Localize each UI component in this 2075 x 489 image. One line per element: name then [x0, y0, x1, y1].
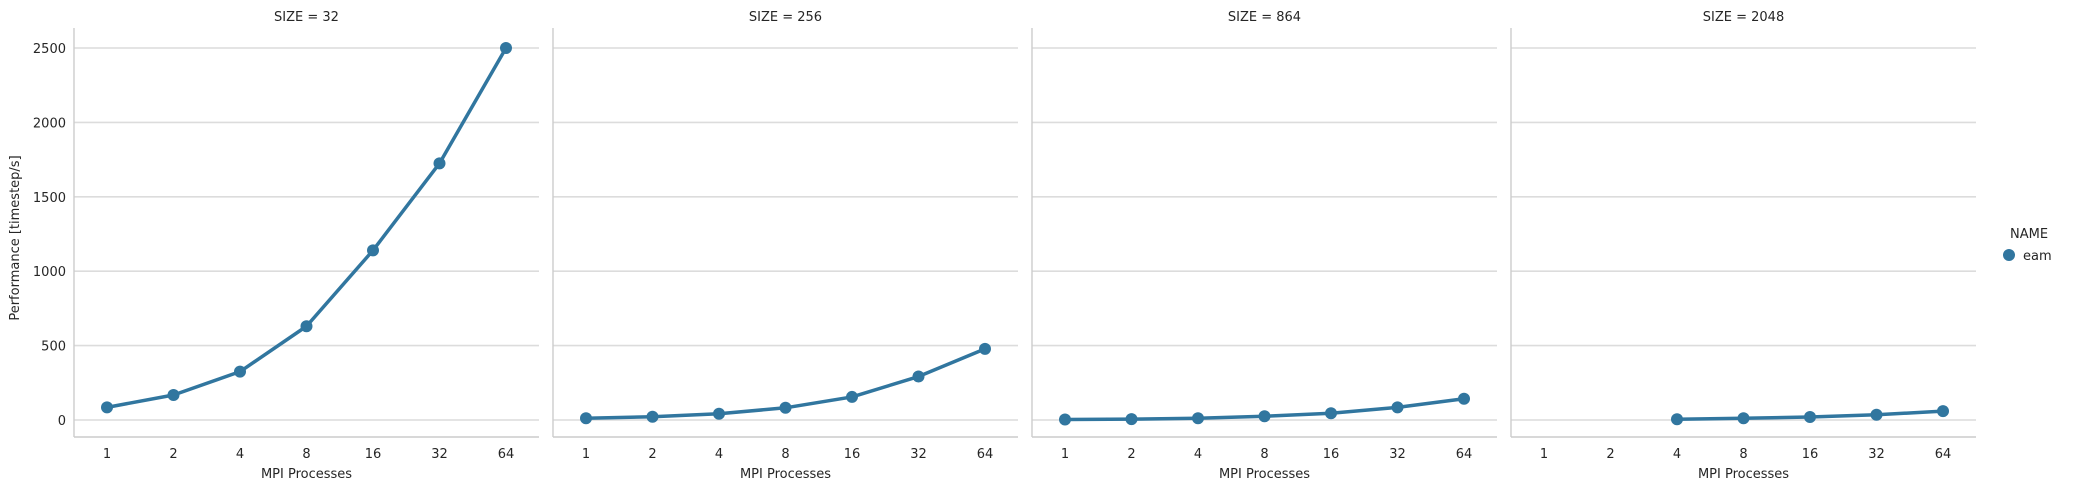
data-point [367, 244, 379, 257]
data-point [234, 365, 246, 378]
data-point [1059, 413, 1071, 426]
data-point [846, 390, 858, 403]
panel-3: SIZE = 864 1 2 4 8 16 32 64 MPI Processes [1031, 10, 1497, 482]
x-tick-label: 32 [431, 447, 448, 462]
legend-title: NAME [2010, 227, 2048, 242]
data-point [1804, 411, 1816, 424]
x-tick-label: 64 [977, 447, 994, 462]
data-point [1870, 408, 1883, 421]
data-point [1458, 392, 1470, 405]
data-point [580, 412, 592, 425]
data-point [1671, 413, 1683, 426]
data-point [300, 320, 313, 333]
x-tick-label: 16 [365, 447, 382, 462]
x-tick-label: 16 [844, 447, 861, 462]
x-axis-label: MPI Processes [1698, 467, 1789, 482]
y-tick-label: 1500 [33, 191, 66, 206]
x-tick-label: 64 [1456, 447, 1473, 462]
x-tick-label: 16 [1323, 447, 1340, 462]
panel-title: SIZE = 256 [749, 10, 822, 25]
data-point [500, 42, 512, 54]
x-tick-label: 4 [1194, 447, 1202, 462]
data-point [979, 342, 991, 355]
panel-4: SIZE = 2048 1 2 4 8 16 32 64 MPI Processes [1510, 10, 1976, 482]
series-line-eam [106, 47, 508, 410]
panel-title: SIZE = 864 [1228, 10, 1301, 25]
data-point [1391, 401, 1404, 414]
y-tick-label: 1000 [33, 265, 66, 280]
x-tick-label: 32 [1389, 447, 1406, 462]
data-point [1325, 407, 1337, 420]
data-point [1125, 413, 1138, 426]
legend-entry-eam: eam [2023, 249, 2052, 264]
data-point [646, 410, 659, 423]
x-tick-label: 8 [1739, 447, 1747, 462]
data-point [713, 407, 725, 420]
legend: NAME eam [2003, 227, 2052, 264]
x-tick-label: 8 [302, 447, 310, 462]
x-tick-label: 32 [910, 447, 927, 462]
x-tick-label: 2 [1606, 447, 1614, 462]
panel-1: 0 500 1000 1500 2000 2500 SIZE = 32 1 2 4 8 16 32 64 M… [33, 10, 539, 482]
x-axis-label: MPI Processes [740, 467, 831, 482]
y-axis-label: Performance [timestep/s] [8, 155, 23, 320]
chart-panels: 0 500 1000 1500 2000 2500 SIZE = 32 1 2 4 8 16 32 64 M… [33, 10, 1976, 482]
data-point [912, 370, 925, 383]
x-tick-label: 64 [498, 447, 515, 462]
data-point [1192, 412, 1204, 425]
y-tick-label: 0 [58, 414, 66, 429]
x-axis-label: MPI Processes [1219, 467, 1310, 482]
panel-2: SIZE = 256 1 2 4 8 16 32 64 MPI Processes [552, 10, 1018, 482]
x-tick-label: 8 [1260, 447, 1268, 462]
x-axis-label: MPI Processes [261, 467, 352, 482]
data-point [101, 401, 113, 414]
x-tick-label: 2 [1127, 447, 1135, 462]
panel-title: SIZE = 2048 [1703, 10, 1784, 25]
x-tick-label: 1 [1540, 447, 1548, 462]
data-point [167, 389, 180, 402]
x-tick-label: 4 [1673, 447, 1681, 462]
y-tick-label: 2500 [33, 42, 66, 57]
x-tick-label: 4 [715, 447, 723, 462]
panel-title: SIZE = 32 [274, 10, 339, 25]
data-point [1258, 410, 1271, 423]
data-point [1937, 405, 1949, 418]
x-tick-label: 4 [236, 447, 244, 462]
x-tick-label: 1 [582, 447, 590, 462]
y-tick-label: 500 [41, 340, 66, 355]
data-point [779, 401, 792, 414]
y-tick-label: 2000 [33, 116, 66, 131]
x-tick-label: 64 [1935, 447, 1952, 462]
x-tick-label: 1 [103, 447, 111, 462]
x-tick-label: 16 [1802, 447, 1819, 462]
x-tick-label: 8 [781, 447, 789, 462]
x-tick-label: 32 [1868, 447, 1885, 462]
data-point [1737, 412, 1750, 425]
legend-marker-eam [2003, 249, 2015, 261]
data-point [433, 157, 446, 170]
x-tick-label: 1 [1061, 447, 1069, 462]
x-tick-label: 2 [169, 447, 177, 462]
x-tick-label: 2 [648, 447, 656, 462]
